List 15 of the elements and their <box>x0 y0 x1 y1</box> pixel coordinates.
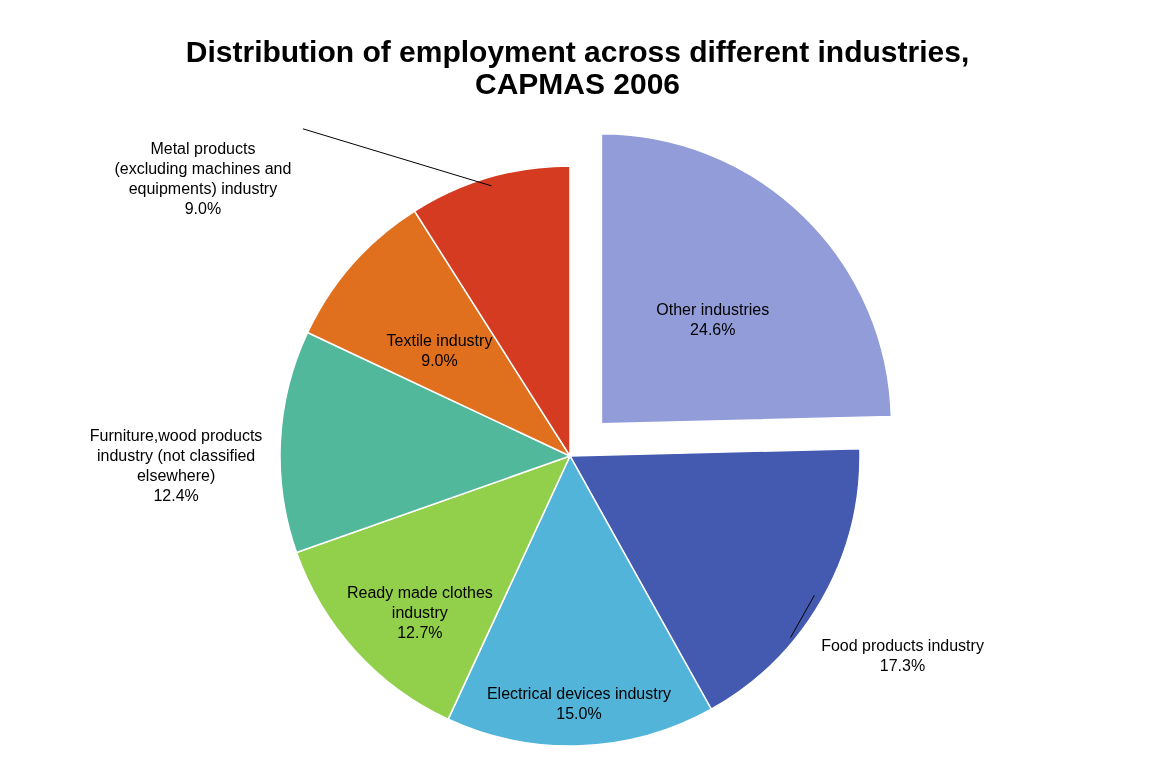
slice-label: Other industries <box>656 300 770 318</box>
data-label: 12.7% <box>397 623 443 641</box>
slice-label: Ready made clothes industry <box>346 583 493 621</box>
slice-label: Food products industry <box>821 636 984 654</box>
chart-title: Distribution of employment across different industries, CAPMAS 2006 <box>185 35 970 100</box>
slice-label: Metal products (excluding machines and equipments) industry <box>114 139 292 197</box>
data-label: 24.6% <box>690 320 736 338</box>
slice-label: Textile industry <box>386 331 493 349</box>
slice-label: Electrical devices industry <box>486 684 671 702</box>
data-label: 9.0% <box>421 351 458 369</box>
data-label: 12.4% <box>153 487 199 505</box>
data-label: 15.0% <box>556 704 602 722</box>
slice-label: Furniture,wood products industry (not classified elsewhere) <box>89 427 263 485</box>
data-label: 17.3% <box>879 656 926 674</box>
data-label: 9.0% <box>184 199 222 217</box>
